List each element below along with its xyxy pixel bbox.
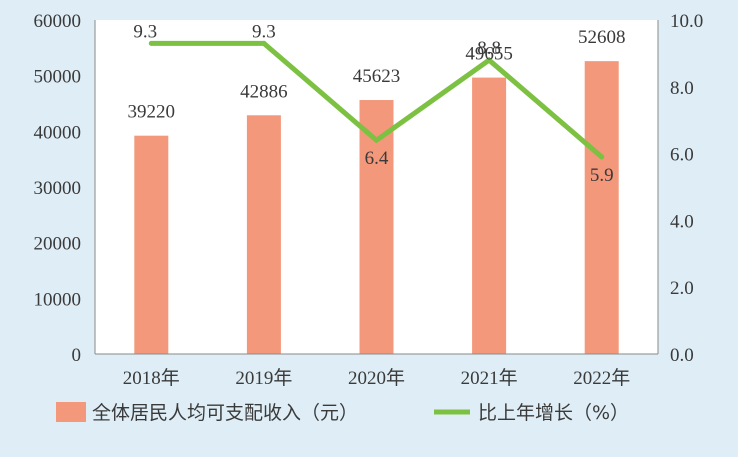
bar-4 bbox=[584, 61, 619, 354]
y-right-tick-label: 2.0 bbox=[670, 278, 694, 299]
y-left-tick-label: 0 bbox=[72, 345, 82, 366]
legend-bar-swatch bbox=[56, 402, 86, 422]
x-tick-label: 2021年 bbox=[461, 367, 518, 389]
bar-value-label: 45623 bbox=[353, 66, 401, 87]
y-left-tick-label: 40000 bbox=[34, 122, 82, 143]
x-tick-label: 2018年 bbox=[123, 367, 180, 389]
bar-value-label: 42886 bbox=[240, 81, 288, 102]
bar-value-label: 52608 bbox=[578, 27, 626, 48]
line-value-label: 9.3 bbox=[252, 21, 276, 42]
y-right-tick-label: 8.0 bbox=[670, 78, 694, 99]
bar-0 bbox=[134, 135, 169, 354]
growth-point-0 bbox=[148, 40, 154, 46]
y-left-tick-label: 10000 bbox=[34, 289, 82, 310]
line-value-label: 8.8 bbox=[477, 38, 501, 59]
y-left-tick-label: 30000 bbox=[34, 178, 82, 199]
x-tick-label: 2019年 bbox=[235, 367, 292, 389]
bar-1 bbox=[246, 115, 281, 354]
x-tick-label: 2022年 bbox=[573, 367, 630, 389]
growth-point-1 bbox=[261, 40, 267, 46]
growth-point-3 bbox=[486, 57, 492, 63]
growth-point-2 bbox=[374, 137, 379, 143]
x-tick-label: 2020年 bbox=[348, 367, 405, 389]
legend-line-label: 比上年增长（%） bbox=[478, 402, 629, 424]
y-right-tick-label: 6.0 bbox=[670, 145, 694, 166]
y-left-tick-label: 50000 bbox=[34, 67, 82, 88]
line-value-label: 9.3 bbox=[133, 21, 157, 42]
y-left-tick-label: 60000 bbox=[34, 11, 82, 32]
line-value-label: 6.4 bbox=[365, 148, 389, 169]
y-right-tick-label: 0.0 bbox=[670, 345, 694, 366]
y-right-tick-label: 4.0 bbox=[670, 211, 694, 232]
bar-value-label: 39220 bbox=[128, 102, 176, 123]
bar-value-label: 49655 bbox=[465, 44, 513, 65]
line-value-label: 5.9 bbox=[590, 165, 614, 186]
legend-bar-label: 全体居民人均可支配收入（元） bbox=[92, 402, 358, 424]
y-left-tick-label: 20000 bbox=[34, 234, 82, 255]
y-right-tick-label: 10.0 bbox=[670, 11, 703, 32]
growth-point-4 bbox=[599, 154, 605, 160]
bar-3 bbox=[472, 77, 507, 355]
